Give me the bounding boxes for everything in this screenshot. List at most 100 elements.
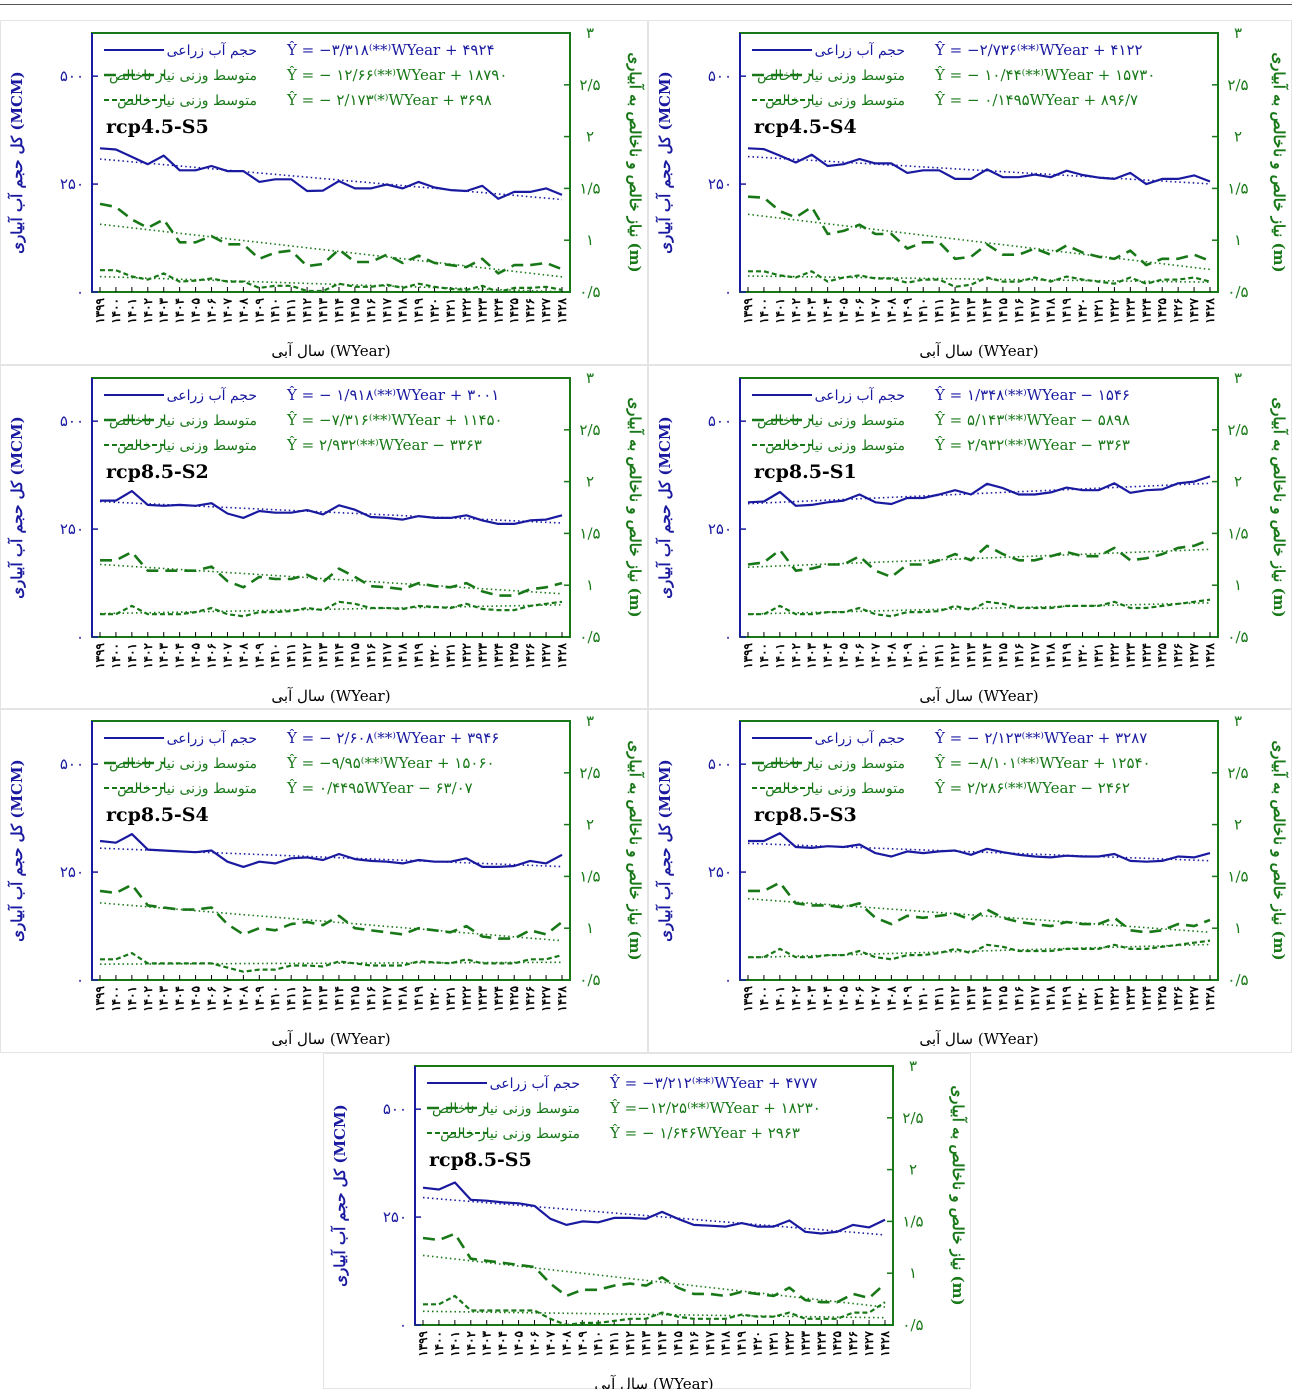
- x-tick-label: ۱۴۱۸: [396, 985, 410, 1011]
- x-tick-label: ۱۴۲۲: [1107, 985, 1121, 1011]
- regression-equation-3: Ŷ = − ۰/۱۴۹۵WYear + ۸۹۶/۷: [934, 91, 1138, 109]
- x-tick-label: ۱۴۲۲: [1107, 297, 1121, 323]
- left-tick-label: ۵۰۰: [60, 412, 84, 430]
- x-tick-label: ۱۴۰۷: [220, 985, 234, 1011]
- right-tick-label: ۰/۵: [1227, 283, 1248, 301]
- x-tick-label: ۱۴۲۵: [1155, 297, 1169, 323]
- x-tick-label: ۱۴۲۵: [1155, 642, 1169, 668]
- legend-label-1: حجم آب زراعی: [815, 41, 905, 59]
- y-left-axis-title: کل حجم آب آبیاری (MCM): [330, 1104, 349, 1286]
- x-tick-label: ۱۴۱۹: [1060, 642, 1074, 668]
- x-tick-label: ۱۴۲۱: [1091, 298, 1105, 324]
- right-tick-label: ۳: [586, 24, 594, 42]
- x-axis-title: سال آبی (WYear): [594, 1375, 713, 1389]
- x-tick-label: ۱۴۰۵: [189, 985, 203, 1011]
- x-tick-label: ۱۴۱۸: [719, 1330, 733, 1356]
- trend-line-2: [747, 213, 1211, 271]
- x-tick-label: ۱۴۲۶: [1171, 986, 1185, 1012]
- x-tick-label: ۱۴۰۲: [464, 1330, 478, 1356]
- x-tick-label: ۱۴۲۳: [1123, 985, 1137, 1011]
- x-tick-label: ۱۴۲۱: [443, 986, 457, 1012]
- legend-label-2: متوسط وزنی نیاز ناخالص: [757, 68, 905, 84]
- x-tick-label: ۱۴۰۱: [125, 986, 139, 1012]
- x-tick-label: ۱۴۲۶: [523, 298, 537, 324]
- trend-line-3: [99, 961, 563, 965]
- x-tick-label: ۱۴۱۰: [916, 986, 930, 1012]
- regression-equation-3: Ŷ = ۲/۲۸۶⁽**⁾WYear − ۲۴۶۲: [934, 779, 1130, 797]
- series-line-2: [748, 881, 1211, 934]
- left-tick-label: ۵۰۰: [708, 755, 732, 773]
- trend-line-2: [99, 902, 563, 942]
- x-tick-label: ۱۴۰۹: [575, 1330, 589, 1356]
- x-tick-label: ۱۴۰۷: [220, 642, 234, 668]
- series-line-1: [100, 489, 563, 525]
- x-tick-label: ۱۴۰۳: [157, 297, 171, 323]
- x-axis-title: سال آبی (WYear): [919, 1030, 1038, 1048]
- x-tick-label: ۱۴۲۸: [1203, 297, 1217, 323]
- trend-line-1: [99, 158, 563, 201]
- trend-line-2: [99, 223, 563, 278]
- top-rule: [0, 4, 1292, 5]
- right-tick-label: ۲: [586, 128, 594, 146]
- right-tick-label: ۱/۵: [579, 524, 600, 542]
- x-tick-label: ۱۴۰۵: [189, 642, 203, 668]
- x-axis-title: سال آبی (WYear): [919, 342, 1038, 360]
- x-tick-label: ۱۴۱۱: [932, 986, 946, 1012]
- x-tick-label: ۱۴۱۴: [980, 643, 994, 669]
- x-tick-label: ۱۴۰۰: [109, 298, 123, 324]
- x-axis-title: سال آبی (WYear): [919, 687, 1038, 705]
- x-tick-label: ۱۴۰۷: [868, 297, 882, 323]
- series-line-1: [422, 1181, 886, 1235]
- x-tick-label: ۱۴۱۹: [1060, 985, 1074, 1011]
- legend-label-1: حجم آب زراعی: [167, 386, 257, 404]
- trend-line-2: [422, 1254, 886, 1308]
- x-tick-label: ۱۴۲۴: [814, 1331, 828, 1357]
- x-tick-label: ۱۴۲۰: [428, 643, 442, 669]
- x-tick-label: ۱۴۱۹: [412, 985, 426, 1011]
- x-tick-label: ۱۴۲۴: [491, 986, 505, 1012]
- x-tick-label: ۱۳۹۹: [93, 297, 107, 323]
- x-tick-label: ۱۴۲۸: [555, 985, 569, 1011]
- x-tick-label: ۱۴۲۲: [1107, 642, 1121, 668]
- legend-label-1: حجم آب زراعی: [815, 386, 905, 404]
- x-tick-label: ۱۴۰۹: [252, 985, 266, 1011]
- regression-equation-2: Ŷ = −۷/۳۱۶⁽**⁾WYear + ۱۱۴۵۰: [286, 411, 503, 429]
- series-line-2: [100, 550, 563, 597]
- x-tick-label: ۱۴۱۶: [364, 986, 378, 1012]
- x-tick-label: ۱۴۲۵: [1155, 985, 1169, 1011]
- y-left-axis-title: کل حجم آب آبیاری (MCM): [7, 759, 26, 941]
- series-line-2: [99, 202, 563, 275]
- series-line-2: [99, 883, 563, 940]
- panel-border: [0, 20, 648, 365]
- y-right-axis-title: نیاز خالص و ناخالص به آبیاری (m): [1270, 52, 1289, 272]
- series-line-1: [747, 475, 1211, 507]
- x-tick-label: ۱۴۰۸: [236, 297, 250, 323]
- x-tick-label: ۱۴۲۸: [555, 297, 569, 323]
- x-tick-label: ۱۴۱۴: [332, 298, 346, 324]
- x-tick-label: ۱۴۱۷: [703, 1330, 717, 1356]
- x-tick-label: ۱۴۲۲: [459, 985, 473, 1011]
- x-tick-label: ۱۴۰۳: [480, 1330, 494, 1356]
- trend-line-3: [747, 275, 1211, 283]
- chart-svg: ۰ ۲۵۰ ۵۰۰ ۰/۵ ۱ ۱/۵ ۲ ۲/۵ ۳ کل حجم آب آبیاری (MCM…: [0, 365, 648, 710]
- chart-svg: ۰ ۲۵۰ ۵۰۰ ۰/۵ ۱ ۱/۵ ۲ ۲/۵ ۳ کل حجم آب آبیاری (MCM…: [0, 20, 648, 365]
- x-tick-label: ۱۴۰۶: [205, 986, 219, 1012]
- legend-label-2: متوسط وزنی نیاز ناخالص: [109, 68, 257, 84]
- x-tick-label: ۱۳۹۹: [93, 985, 107, 1011]
- left-tick-label: ۲۵۰: [60, 520, 84, 538]
- x-tick-label: ۱۴۱۹: [412, 297, 426, 323]
- legend-label-2: متوسط وزنی نیاز ناخالص: [109, 756, 257, 772]
- regression-equation-3: Ŷ = − ۱/۶۴۶WYear + ۲۹۶۳: [609, 1124, 800, 1142]
- series-line-1: [99, 147, 563, 200]
- x-tick-label: ۱۳۹۹: [741, 297, 755, 323]
- series-line-3: [748, 598, 1211, 618]
- left-tick-label: ۵۰۰: [708, 67, 732, 85]
- legend-label-2: متوسط وزنی نیاز ناخالص: [757, 756, 905, 772]
- y-right-axis-title: نیاز خالص و ناخالص به آبیاری (m): [626, 397, 645, 617]
- y-right-axis-title: نیاز خالص و ناخالص به آبیاری (m): [1270, 397, 1289, 617]
- x-tick-label: ۱۴۱۸: [396, 642, 410, 668]
- left-tick-label: ۰: [724, 628, 732, 646]
- x-tick-label: ۱۴۰۱: [773, 986, 787, 1012]
- x-tick-label: ۱۴۱۱: [932, 298, 946, 324]
- legend-label-1: حجم آب زراعی: [167, 729, 257, 747]
